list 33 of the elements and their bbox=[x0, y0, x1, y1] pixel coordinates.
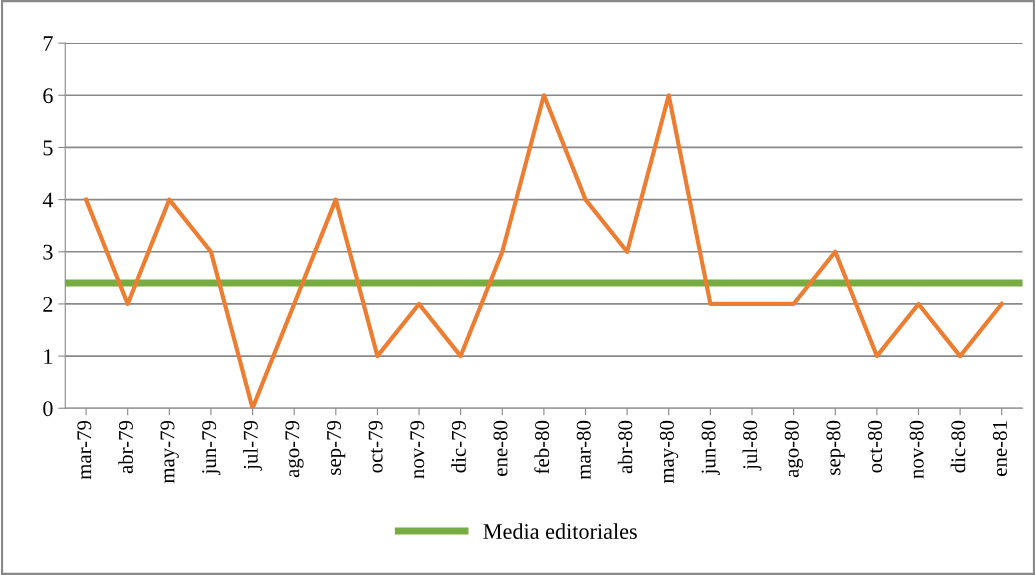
x-tick-label: mar-79 bbox=[77, 420, 92, 480]
x-tick-label: ago-79 bbox=[285, 420, 304, 478]
x-tick-label: mar-80 bbox=[576, 420, 591, 480]
x-tick-label: oct-80 bbox=[868, 420, 883, 473]
y-tick-label: 6 bbox=[43, 88, 53, 104]
x-tick-label: abr-80 bbox=[617, 420, 633, 474]
y-tick-label: 3 bbox=[43, 244, 53, 260]
x-tick-label: may-80 bbox=[659, 420, 679, 484]
x-tick-label: sep-79 bbox=[327, 420, 346, 475]
x-tick-label: jul-80 bbox=[742, 420, 762, 471]
x-tick-label: dic-79 bbox=[451, 420, 466, 473]
x-tick-label: jun-80 bbox=[701, 420, 720, 476]
y-tick-label: 1 bbox=[44, 349, 53, 364]
x-tick-label: feb-80 bbox=[534, 420, 550, 474]
x-tick-label: ago-80 bbox=[784, 420, 804, 478]
x-tick-label: oct-79 bbox=[368, 420, 383, 473]
legend-label: Media editoriales bbox=[483, 523, 637, 539]
line-series bbox=[83, 93, 1004, 409]
x-tick-label: jul-79 bbox=[243, 420, 263, 471]
x-tick-label: nov-79 bbox=[410, 420, 425, 479]
x-tick-label: ene-81 bbox=[992, 421, 1007, 476]
y-tick-label: 0 bbox=[43, 401, 53, 417]
y-tick-label: 7 bbox=[43, 36, 53, 51]
x-tick-label: ene-80 bbox=[493, 420, 508, 476]
x-tick-label: dic-80 bbox=[950, 420, 966, 473]
x-tick-label: abr-79 bbox=[118, 420, 133, 474]
y-tick-label: 5 bbox=[43, 140, 53, 156]
x-tick-label: sep-80 bbox=[826, 420, 845, 475]
x-tick-label: may-79 bbox=[160, 420, 179, 484]
y-tick-label: 4 bbox=[42, 192, 54, 208]
y-tick-label: 2 bbox=[43, 296, 53, 312]
x-tick-label: nov-80 bbox=[909, 420, 924, 479]
x-tick-label: jun-79 bbox=[202, 420, 221, 476]
